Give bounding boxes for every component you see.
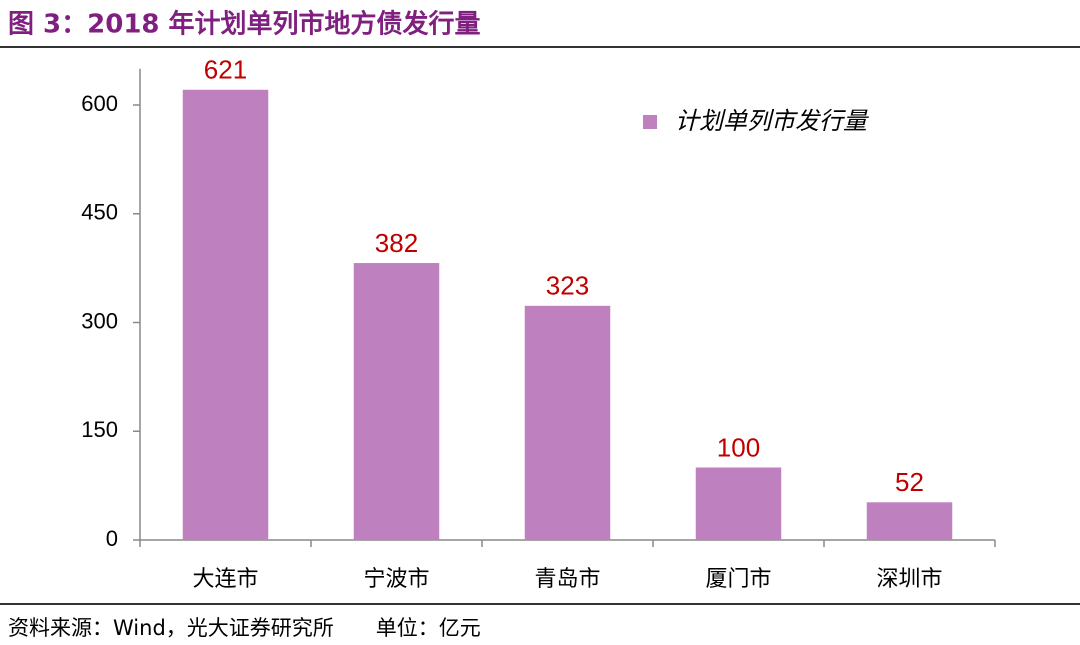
x-tick-label: 大连市 — [192, 567, 258, 592]
bar — [866, 502, 953, 540]
source-note: 资料来源：Wind，光大证券研究所 单位：亿元 — [8, 616, 481, 640]
y-tick-label: 0 — [106, 526, 118, 551]
legend-label: 计划单列市发行量 — [675, 107, 869, 135]
x-tick-label: 深圳市 — [876, 567, 942, 592]
chart-title: 图 3：2018 年计划单列市地方债发行量 — [8, 9, 481, 40]
x-tick-label: 青岛市 — [534, 567, 600, 592]
value-label: 621 — [204, 55, 247, 85]
x-tick-label: 厦门市 — [705, 567, 771, 592]
value-label: 52 — [895, 467, 924, 497]
y-tick-label: 300 — [81, 308, 118, 333]
x-tick-label: 宁波市 — [363, 567, 429, 592]
y-tick-label: 150 — [81, 417, 118, 442]
value-label: 100 — [717, 432, 760, 462]
y-tick-label: 450 — [81, 200, 118, 225]
bar — [524, 305, 611, 540]
value-label: 382 — [375, 228, 418, 258]
bar — [353, 263, 440, 540]
bar — [182, 89, 269, 541]
legend-swatch — [643, 115, 657, 129]
bar — [695, 467, 782, 540]
y-tick-label: 600 — [81, 91, 118, 116]
value-label: 323 — [546, 271, 589, 301]
